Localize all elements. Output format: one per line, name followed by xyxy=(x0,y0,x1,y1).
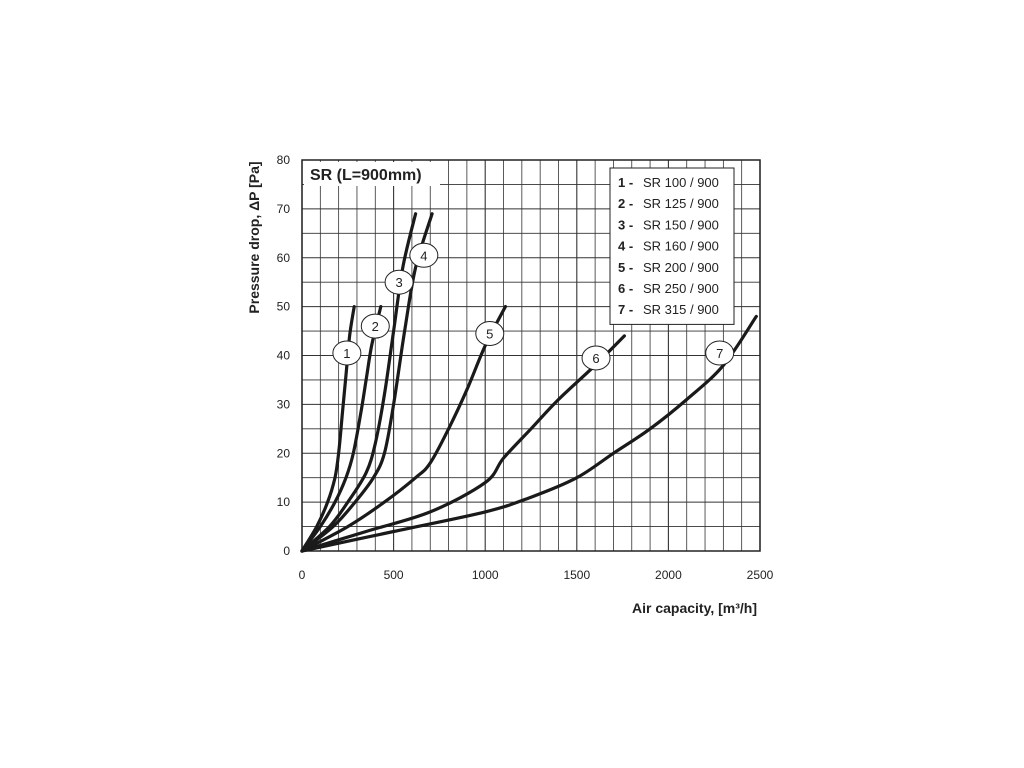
callout-bubble xyxy=(705,340,735,366)
series-line-7 xyxy=(300,314,758,553)
legend-entry-name: SR 150 / 900 xyxy=(643,217,719,232)
x-tick-label: 1500 xyxy=(563,568,590,582)
series-line-5 xyxy=(300,305,507,553)
legend-entry-number: 4 - xyxy=(618,239,633,254)
callout-7: 7 xyxy=(705,340,735,366)
callout-label: 6 xyxy=(592,351,599,366)
plot-frame xyxy=(301,159,761,552)
x-tick-label: 1000 xyxy=(472,568,499,582)
legend-entry-name: SR 125 / 900 xyxy=(643,196,719,211)
y-tick-label: 50 xyxy=(277,300,291,314)
y-tick-label: 70 xyxy=(277,202,291,216)
y-tick-label: 20 xyxy=(277,446,291,460)
legend-entry-name: SR 315 / 900 xyxy=(643,302,719,317)
legend-entry-name: SR 100 / 900 xyxy=(643,175,719,190)
legend-entry-number: 3 - xyxy=(618,217,633,232)
callout-2: 2 xyxy=(360,313,390,339)
legend-box xyxy=(609,167,735,325)
legend-entry-number: 2 - xyxy=(618,196,633,211)
x-tick-label: 0 xyxy=(299,568,306,582)
series-callouts: 1 2 3 4 5 6 7 xyxy=(332,242,735,371)
callout-label: 4 xyxy=(420,248,427,263)
callout-bubble xyxy=(581,345,611,371)
y-tick-label: 60 xyxy=(277,251,291,265)
legend-entry-name: SR 160 / 900 xyxy=(643,239,719,254)
y-axis-ticks: 0 10 20 30 40 50 60 70 80 xyxy=(277,153,291,558)
callout-6: 6 xyxy=(581,345,611,371)
y-tick-label: 30 xyxy=(277,397,291,411)
y-tick-label: 0 xyxy=(283,544,290,558)
callout-3: 3 xyxy=(384,269,414,295)
series-line-2 xyxy=(300,305,383,553)
title-background xyxy=(304,162,440,186)
callout-label: 5 xyxy=(486,327,493,342)
series-lines xyxy=(300,212,758,553)
y-tick-label: 40 xyxy=(277,349,291,363)
legend-entry-name: SR 200 / 900 xyxy=(643,260,719,275)
legend-entry-number: 6 - xyxy=(618,281,633,296)
legend-entry-number: 7 - xyxy=(618,302,633,317)
y-axis-label: Pressure drop, ΔP [Pa] xyxy=(246,161,262,313)
callout-label: 1 xyxy=(343,346,350,361)
chart-title: SR (L=900mm) xyxy=(310,167,422,184)
callout-label: 3 xyxy=(395,275,402,290)
callout-bubble xyxy=(475,321,505,347)
legend-entry-number: 1 - xyxy=(618,175,633,190)
callout-bubble xyxy=(384,269,414,295)
x-tick-label: 500 xyxy=(384,568,404,582)
y-tick-label: 10 xyxy=(277,495,291,509)
legend-entry-name: SR 250 / 900 xyxy=(643,281,719,296)
x-tick-label: 2500 xyxy=(747,568,774,582)
x-tick-label: 2000 xyxy=(655,568,682,582)
x-axis-label: Air capacity, [m³/h] xyxy=(632,600,757,616)
legend-entry-number: 5 - xyxy=(618,260,633,275)
callout-4: 4 xyxy=(409,242,439,268)
series-line-6 xyxy=(300,334,626,553)
callout-1: 1 xyxy=(332,340,362,366)
legend: 1 - SR 100 / 900 2 - SR 125 / 900 3 - SR 150 … xyxy=(609,167,735,325)
callout-label: 7 xyxy=(716,346,723,361)
callout-bubble xyxy=(409,242,439,268)
callout-label: 2 xyxy=(372,319,379,334)
callout-5: 5 xyxy=(475,321,505,347)
y-tick-label: 80 xyxy=(277,153,291,167)
x-axis-ticks: 0 500 1000 1500 2000 2500 xyxy=(299,568,774,582)
callout-bubble xyxy=(332,340,362,366)
callout-bubble xyxy=(360,313,390,339)
